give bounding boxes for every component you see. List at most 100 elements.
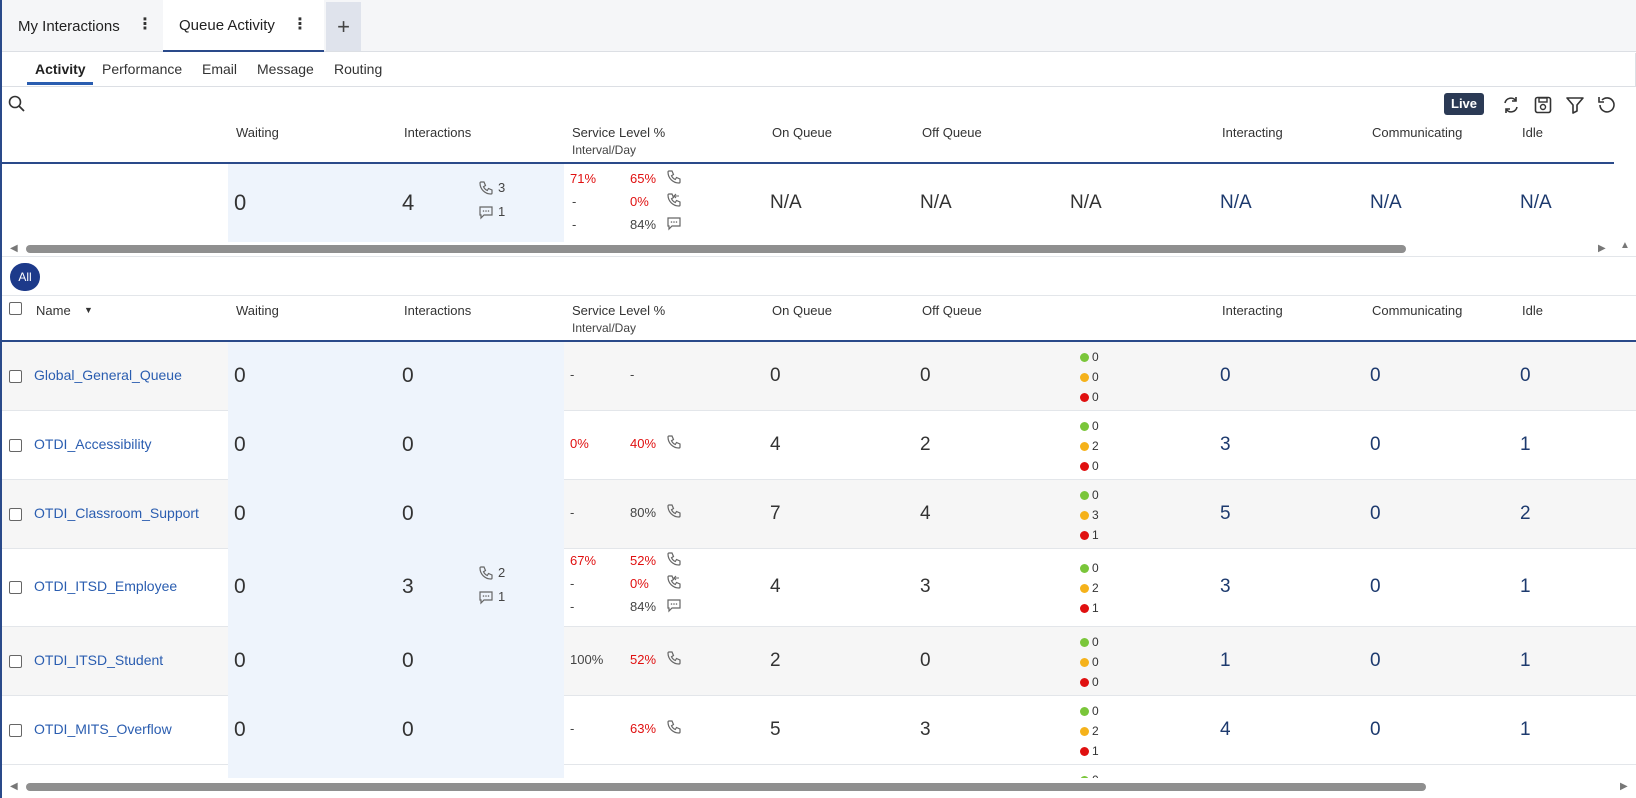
- busy-count: 0: [1092, 654, 1099, 669]
- table-row[interactable]: [2, 696, 1636, 765]
- header-interactions[interactable]: Interactions: [404, 303, 472, 318]
- idle-value: 1: [1520, 433, 1531, 455]
- row-checkbox[interactable]: [9, 723, 22, 737]
- calls-count: 2: [498, 565, 506, 580]
- header-waiting[interactable]: Waiting: [236, 125, 279, 140]
- sl-day-value: 0%: [630, 576, 649, 591]
- row-checkbox[interactable]: [9, 369, 22, 383]
- reset-icon[interactable]: [1596, 94, 1618, 116]
- header-on-queue[interactable]: On Queue: [772, 125, 832, 140]
- message-icon: [479, 206, 493, 220]
- busy-dot: [1080, 441, 1089, 451]
- busy-count: 2: [1092, 581, 1099, 595]
- away-dot: [1080, 530, 1089, 540]
- summary-horizontal-scrollbar[interactable]: [26, 245, 1406, 253]
- header-interactions[interactable]: Interactions: [404, 125, 472, 140]
- available-count: 0: [1092, 487, 1099, 502]
- subtab-message[interactable]: Message: [257, 61, 314, 77]
- refresh-icon[interactable]: [1500, 94, 1522, 116]
- tab-queue-activity[interactable]: Queue Activity ⋮: [163, 0, 324, 52]
- tab-my-interactions[interactable]: My Interactions ⋮: [2, 0, 162, 52]
- sl-interval-value: 67%: [570, 553, 597, 568]
- agent-status-breakdown: 0 0 0: [1080, 632, 1099, 692]
- header-name[interactable]: Name: [36, 303, 71, 318]
- header-service-level-sub: Interval/Day: [572, 321, 637, 335]
- table-horizontal-scrollbar[interactable]: [26, 783, 1426, 791]
- live-badge[interactable]: Live: [1444, 93, 1485, 115]
- header-communicating[interactable]: Communicating: [1372, 125, 1463, 140]
- summary-sl-interval-callback: -: [572, 194, 577, 209]
- header-service-level[interactable]: Service Level %: [572, 303, 666, 318]
- table-row[interactable]: [2, 411, 1636, 480]
- waiting-value: 0: [234, 575, 246, 598]
- scroll-left-arrow[interactable]: ◀: [10, 781, 18, 792]
- subtab-routing[interactable]: Routing: [334, 61, 383, 77]
- agent-status-breakdown: 0 2 1: [1080, 701, 1099, 761]
- queue-name-link[interactable]: OTDI_MITS_Overflow: [34, 720, 172, 737]
- interacting-value: 4: [1220, 718, 1231, 740]
- search-icon[interactable]: [8, 95, 26, 113]
- subtab-performance[interactable]: Performance: [102, 61, 183, 77]
- add-tab-button[interactable]: +: [326, 2, 361, 51]
- summary-highlight: [228, 164, 564, 242]
- row-checkbox[interactable]: [9, 581, 22, 594]
- agent-status-breakdown: 0 3 1: [1080, 485, 1099, 545]
- header-communicating[interactable]: Communicating: [1372, 303, 1463, 318]
- scroll-up-arrow[interactable]: ▲: [1620, 240, 1630, 251]
- sort-down-icon[interactable]: ▼: [84, 305, 93, 315]
- subtab-activity[interactable]: Activity: [35, 61, 86, 77]
- sl-interval-value: 100%: [570, 651, 604, 667]
- queue-name-link[interactable]: Global_General_Queue: [34, 366, 182, 383]
- sl-day-value: 84%: [630, 599, 657, 614]
- header-off-queue[interactable]: Off Queue: [922, 303, 982, 318]
- select-all-checkbox[interactable]: [9, 302, 22, 315]
- all-filter-button[interactable]: All: [10, 263, 40, 291]
- interactions-value: 3: [402, 575, 414, 598]
- save-icon[interactable]: [1532, 94, 1554, 116]
- row-checkbox[interactable]: [9, 438, 22, 452]
- busy-dot: [1080, 657, 1089, 667]
- scroll-right-arrow[interactable]: ▶: [1620, 781, 1628, 792]
- header-interacting[interactable]: Interacting: [1222, 125, 1283, 140]
- header-on-queue[interactable]: On Queue: [772, 303, 832, 318]
- scroll-right-arrow[interactable]: ▶: [1598, 243, 1606, 254]
- interactions-value: 0: [402, 717, 414, 741]
- kebab-icon[interactable]: ⋮: [292, 16, 308, 33]
- interacting-value: 3: [1220, 576, 1231, 597]
- header-waiting[interactable]: Waiting: [236, 303, 279, 318]
- away-count: 1: [1092, 743, 1099, 758]
- waiting-value: 0: [234, 648, 246, 672]
- row-checkbox[interactable]: [9, 507, 22, 521]
- interactions-value: 0: [402, 432, 414, 456]
- header-idle[interactable]: Idle: [1522, 303, 1543, 318]
- kebab-icon[interactable]: ⋮: [137, 16, 153, 33]
- filter-icon[interactable]: [1564, 94, 1586, 116]
- phone-icon: [667, 552, 681, 566]
- summary-interactions: 4: [402, 190, 415, 215]
- idle-value: 1: [1520, 576, 1531, 597]
- busy-count: 3: [1092, 507, 1099, 522]
- header-off-queue[interactable]: Off Queue: [922, 125, 982, 140]
- queue-name-link[interactable]: OTDI_Classroom_Support: [34, 504, 199, 521]
- scroll-left-arrow[interactable]: ◀: [10, 243, 18, 254]
- sl-day-value: 63%: [630, 720, 657, 736]
- row-checkbox[interactable]: [9, 654, 22, 668]
- queue-name-link[interactable]: OTDI_ITSD_Student: [34, 651, 164, 668]
- table-row[interactable]: [2, 549, 1636, 627]
- interactions-value: 0: [402, 363, 414, 387]
- header-service-level[interactable]: Service Level %: [572, 125, 666, 140]
- off-queue-value: 0: [920, 364, 931, 386]
- sl-interval-value: 0%: [570, 435, 589, 451]
- header-idle[interactable]: Idle: [1522, 125, 1543, 140]
- queue-name-link[interactable]: OTDI_Accessibility: [34, 435, 152, 452]
- header-service-level-sub: Interval/Day: [572, 143, 637, 157]
- header-interacting[interactable]: Interacting: [1222, 303, 1283, 318]
- subtab-email[interactable]: Email: [202, 61, 238, 77]
- on-queue-value: 4: [770, 433, 781, 455]
- tab-queue-activity-label: Queue Activity: [179, 16, 275, 34]
- away-dot: [1080, 677, 1089, 687]
- idle-value: 1: [1520, 649, 1531, 671]
- summary-interacting: N/A: [1220, 192, 1252, 213]
- queue-name-link[interactable]: OTDI_ITSD_Employee: [34, 578, 178, 594]
